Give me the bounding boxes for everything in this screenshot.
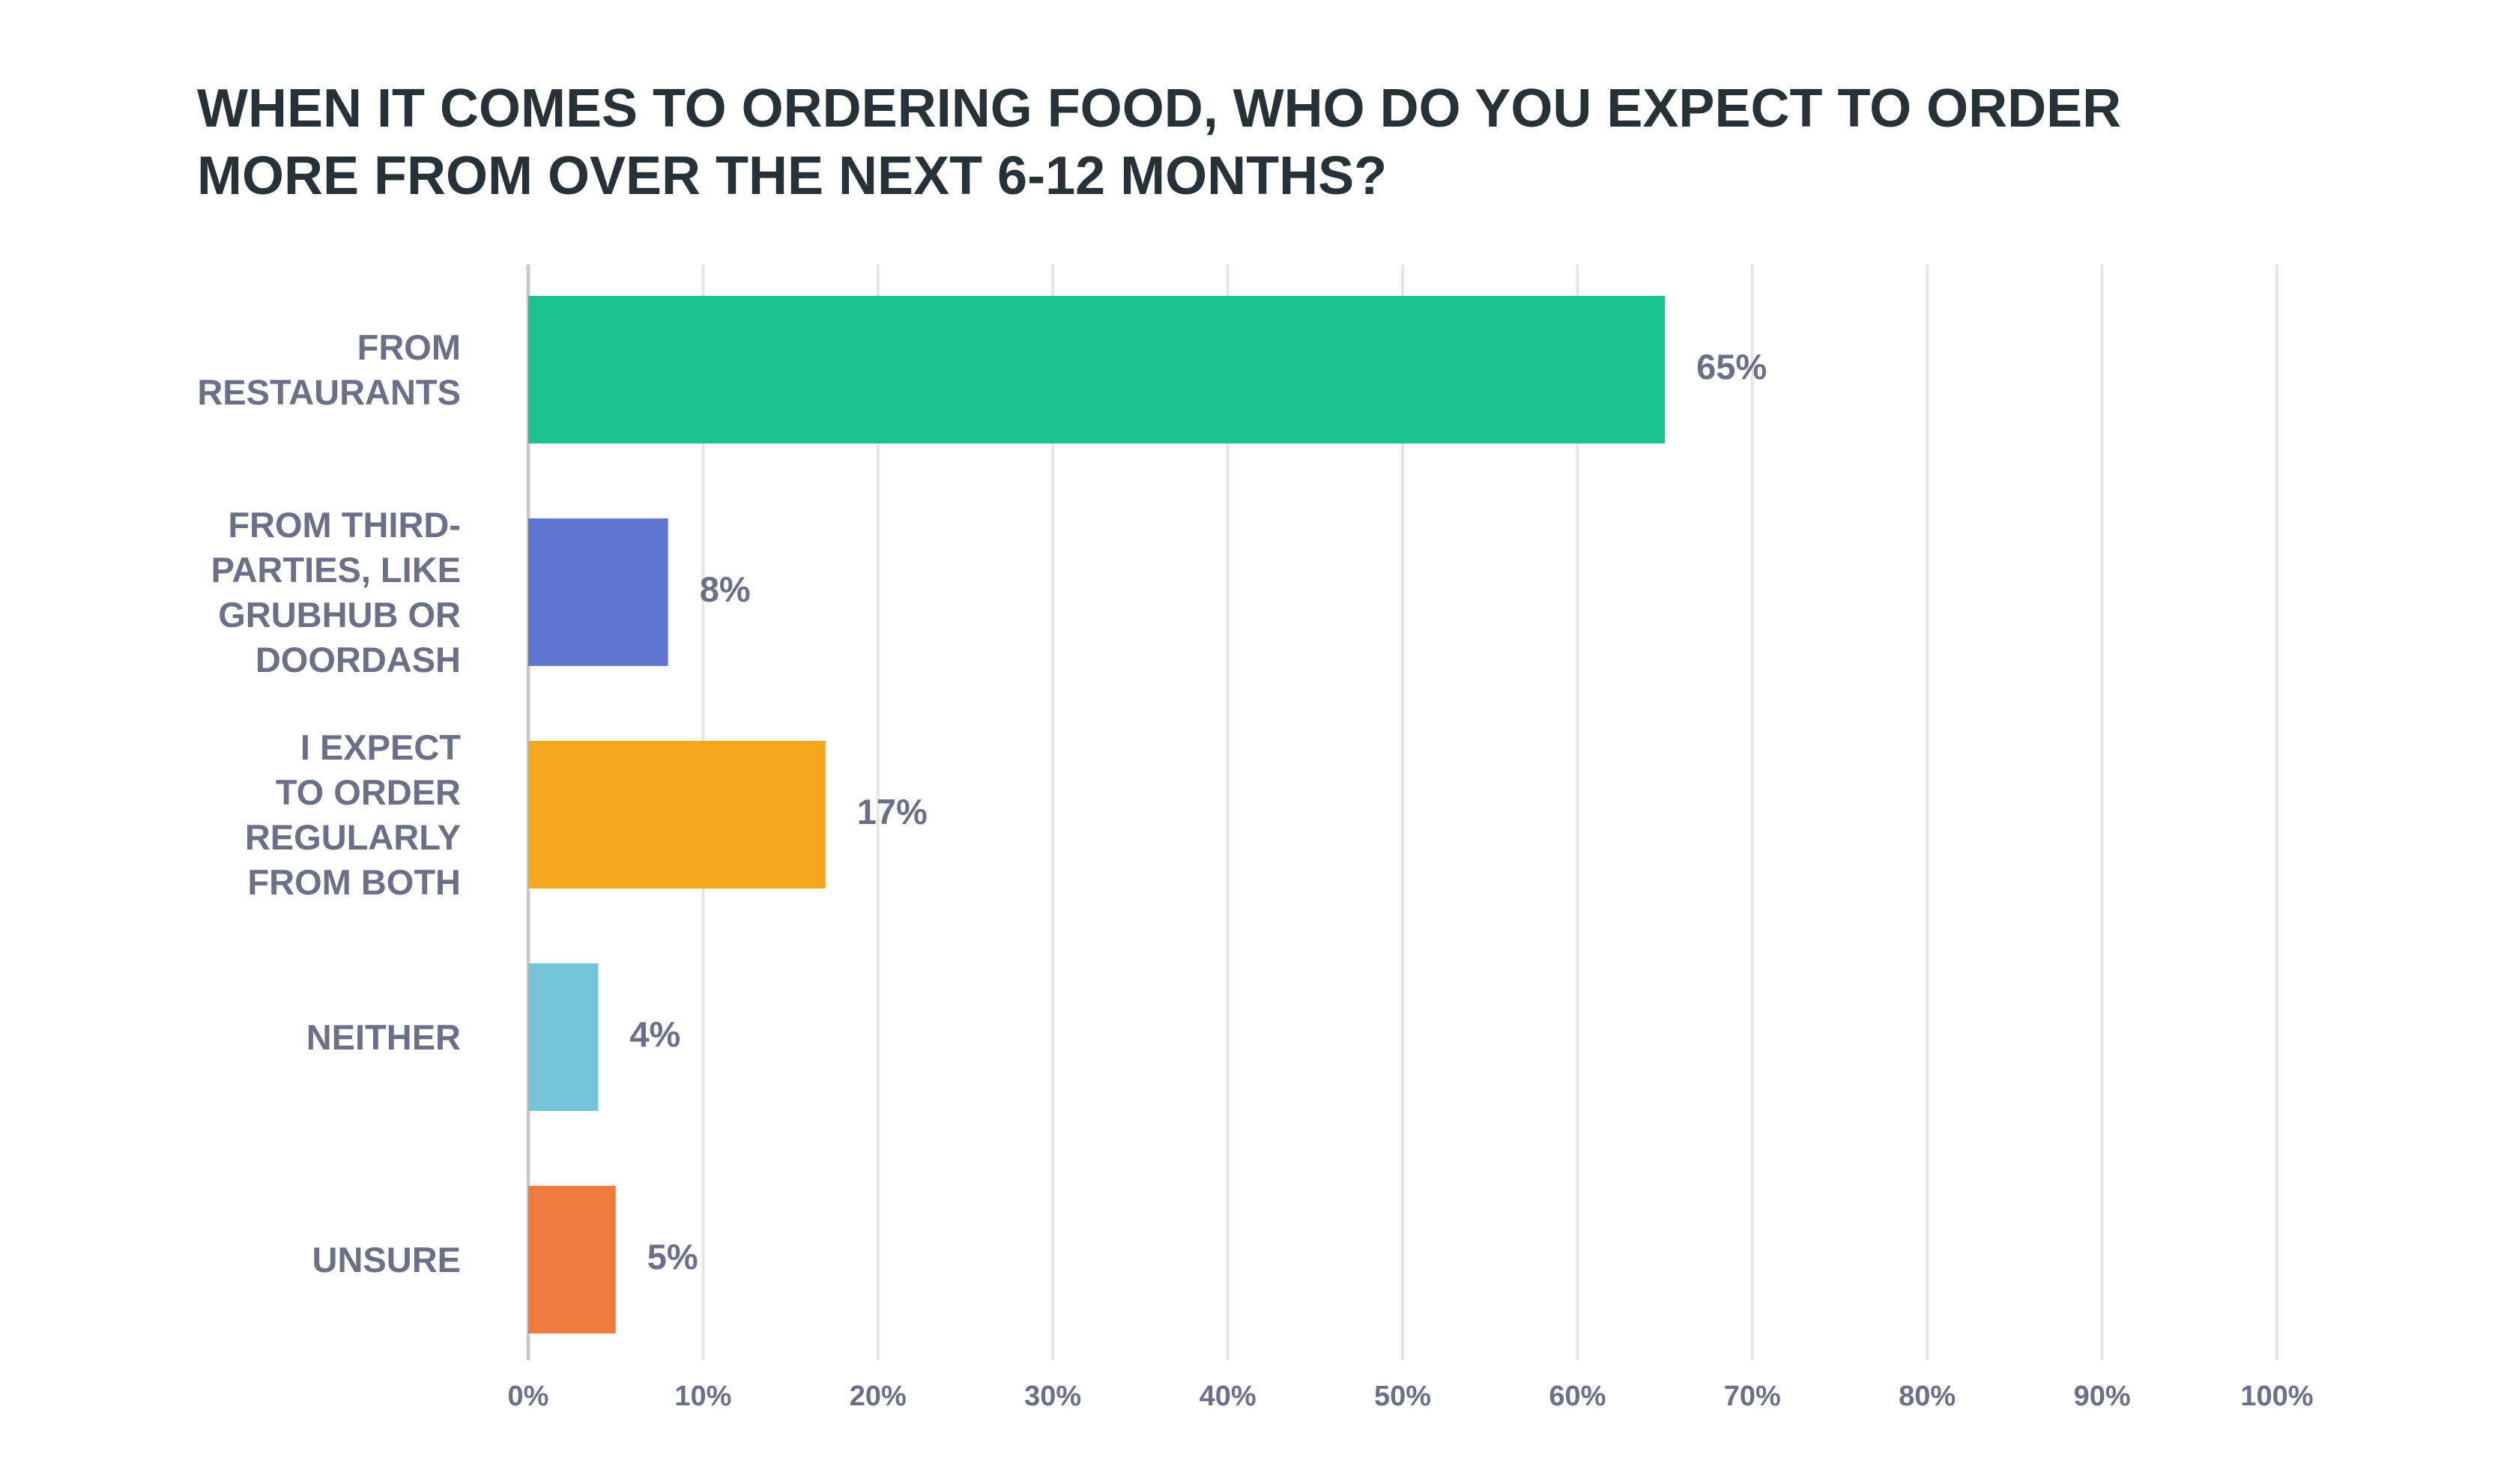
category-label: FROM RESTAURANTS <box>197 327 461 412</box>
bar <box>528 741 826 888</box>
bar <box>528 963 599 1111</box>
x-tick-label: 0% <box>508 1381 549 1412</box>
x-tick-label: 70% <box>1724 1381 1781 1412</box>
x-tick-label: 50% <box>1374 1381 1431 1412</box>
category-label: NEITHER <box>306 1017 461 1057</box>
data-label: 4% <box>629 1014 680 1054</box>
x-tick-label: 10% <box>674 1381 731 1412</box>
x-tick-label: 100% <box>2240 1381 2313 1412</box>
chart-title: WHEN IT COMES TO ORDERING FOOD, WHO DO Y… <box>197 79 2122 206</box>
x-tick-label: 90% <box>2074 1381 2131 1412</box>
bar <box>528 1186 616 1333</box>
bar <box>528 296 1666 443</box>
category-label: UNSURE <box>312 1239 461 1279</box>
x-tick-label: 40% <box>1200 1381 1256 1412</box>
data-label: 5% <box>647 1237 698 1276</box>
x-tick-label: 60% <box>1549 1381 1606 1412</box>
data-label: 65% <box>1696 347 1767 387</box>
x-tick-label: 20% <box>850 1381 907 1412</box>
bar <box>528 518 668 666</box>
category-label: FROM THIRD- PARTIES, LIKE GRUBHUB OR DOO… <box>211 504 461 679</box>
x-tick-label: 30% <box>1024 1381 1081 1412</box>
category-label: I EXPECT TO ORDER REGULARLY FROM BOTH <box>244 727 461 902</box>
data-label: 17% <box>857 792 928 832</box>
x-tick-label: 80% <box>1899 1381 1956 1412</box>
data-label: 8% <box>700 569 751 609</box>
